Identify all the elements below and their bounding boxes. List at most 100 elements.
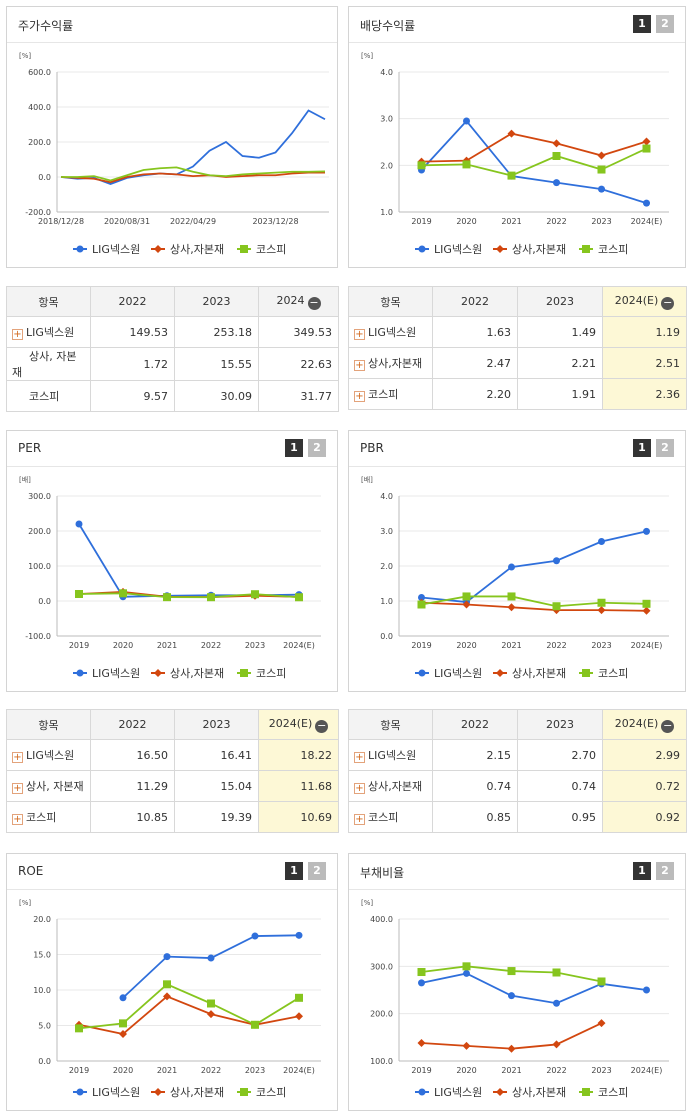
expand-plus-icon[interactable]: + [12, 752, 23, 763]
collapse-icon[interactable]: − [661, 718, 675, 733]
y-tick-label: 200.0 [28, 527, 51, 536]
y-tick-label: 0.0 [38, 597, 51, 606]
series-line-0 [78, 523, 300, 598]
kospi-point [552, 152, 561, 160]
expand-plus-icon[interactable]: + [354, 329, 365, 340]
sector-point [163, 992, 171, 1001]
table-cell: 19.39 [174, 801, 259, 833]
legend-label: 상사,자본재 [512, 1086, 566, 1099]
sector-point [642, 137, 651, 146]
page-2-button[interactable]: 2 [656, 15, 674, 33]
collapse-icon[interactable]: − [661, 295, 675, 310]
lig-point [463, 969, 470, 977]
page-1-button[interactable]: 1 [633, 862, 651, 880]
x-tick-label: 2022 [546, 641, 566, 650]
table-cell: 31.77 [258, 380, 339, 412]
page-1-button[interactable]: 1 [633, 439, 651, 457]
x-tick-label: 2023 [591, 1066, 611, 1075]
y-tick-label: 300.0 [28, 492, 51, 501]
row-label: 상사, 자본재 [6, 347, 91, 381]
page-2-button[interactable]: 2 [656, 439, 674, 457]
series-line-2 [61, 166, 326, 182]
col-header-2024e: 2024(E) − [602, 286, 687, 317]
legend-label: 상사,자본재 [170, 1086, 224, 1099]
lig-point [553, 179, 560, 187]
expand-plus-icon[interactable]: + [354, 391, 365, 402]
page-1-button[interactable]: 1 [633, 15, 651, 33]
table-cell: 2.70 [517, 739, 603, 771]
col-header-2024e: 2024(E) − [258, 709, 339, 740]
kospi-point [507, 592, 516, 601]
table-row: + LIG넥스원 1.63 1.49 1.19 [348, 316, 687, 348]
series-line-0 [421, 530, 647, 603]
series-line-0 [420, 119, 647, 204]
row-name: 코스피 [368, 811, 399, 824]
page-1-button[interactable]: 1 [285, 439, 303, 457]
collapse-icon[interactable]: − [307, 295, 321, 310]
expand-plus-icon[interactable]: + [354, 814, 365, 825]
table-cell: 2.20 [432, 378, 518, 410]
expand-plus-icon[interactable]: + [354, 752, 365, 763]
sector-point [154, 245, 162, 253]
row-label: + LIG넥스원 [348, 316, 433, 348]
y-tick-label: 5.0 [38, 1022, 51, 1031]
table-cell: 16.41 [174, 739, 259, 771]
row-name: 상사,자본재 [368, 780, 423, 793]
expand-plus-icon[interactable]: + [354, 360, 365, 371]
y-tick-label: 200.0 [370, 1010, 393, 1019]
lig-point [643, 986, 650, 994]
page-2-button[interactable]: 2 [308, 439, 326, 457]
row-label: + 코스피 [348, 378, 433, 410]
kospi-point [552, 968, 561, 977]
page-1-button[interactable]: 1 [285, 862, 303, 880]
sector-point [154, 669, 162, 677]
expand-plus-icon[interactable]: + [354, 783, 365, 794]
expand-plus-icon[interactable]: + [12, 814, 23, 825]
col-header-2022: 2022 [432, 709, 518, 740]
col-header-2022: 2022 [432, 286, 518, 317]
sector-point [154, 1088, 162, 1096]
kospi-point [119, 1019, 127, 1028]
col-header-2023: 2023 [517, 709, 603, 740]
table-cell: 0.85 [432, 801, 518, 833]
page-2-button[interactable]: 2 [656, 862, 674, 880]
x-tick-label: 2021 [501, 1066, 521, 1075]
kospi-point [597, 165, 606, 174]
table-row: + LIG넥스원 16.50 16.41 18.22 [6, 739, 339, 771]
table-cell: 22.63 [258, 347, 339, 381]
lig-point [643, 527, 650, 535]
legend-label: 상사,자본재 [512, 243, 566, 256]
y-tick-label: -100.0 [25, 632, 51, 641]
expand-plus-icon[interactable]: + [12, 329, 23, 340]
legend-label: LIG넥스원 [434, 243, 482, 256]
panel-title: ROE [18, 864, 44, 878]
lig-point [418, 979, 425, 987]
lig-point [643, 199, 650, 207]
sector-point [462, 600, 471, 609]
legend-label: 상사,자본재 [512, 667, 566, 680]
lig-point [508, 992, 515, 1000]
kospi-point [642, 144, 651, 153]
lig-point [508, 563, 515, 571]
page-2-button[interactable]: 2 [308, 862, 326, 880]
sector-point [119, 1030, 127, 1039]
x-tick-label: 2019 [411, 1066, 431, 1075]
y-tick-label: 200.0 [28, 138, 51, 147]
x-tick-label: 2021 [157, 1066, 177, 1075]
x-tick-label: 2022 [546, 217, 566, 226]
sector-point [496, 669, 504, 677]
kospi-point [240, 669, 248, 677]
lig-point [75, 520, 83, 528]
row-label: + 코스피 [348, 801, 433, 833]
lig-point [163, 953, 171, 961]
expand-plus-icon[interactable]: + [12, 783, 23, 794]
col-header-2024e-label: 2024(E) [614, 293, 659, 307]
x-tick-label: 2020 [456, 641, 476, 650]
legend-label: 코스피 [256, 667, 286, 680]
row-name: 상사,자본재 [368, 357, 423, 370]
legend-label: 코스피 [598, 243, 628, 256]
collapse-icon[interactable]: − [315, 718, 329, 733]
y-tick-label: 400.0 [28, 103, 51, 112]
series-line-0 [122, 934, 300, 999]
table-cell: 18.22 [258, 739, 339, 771]
